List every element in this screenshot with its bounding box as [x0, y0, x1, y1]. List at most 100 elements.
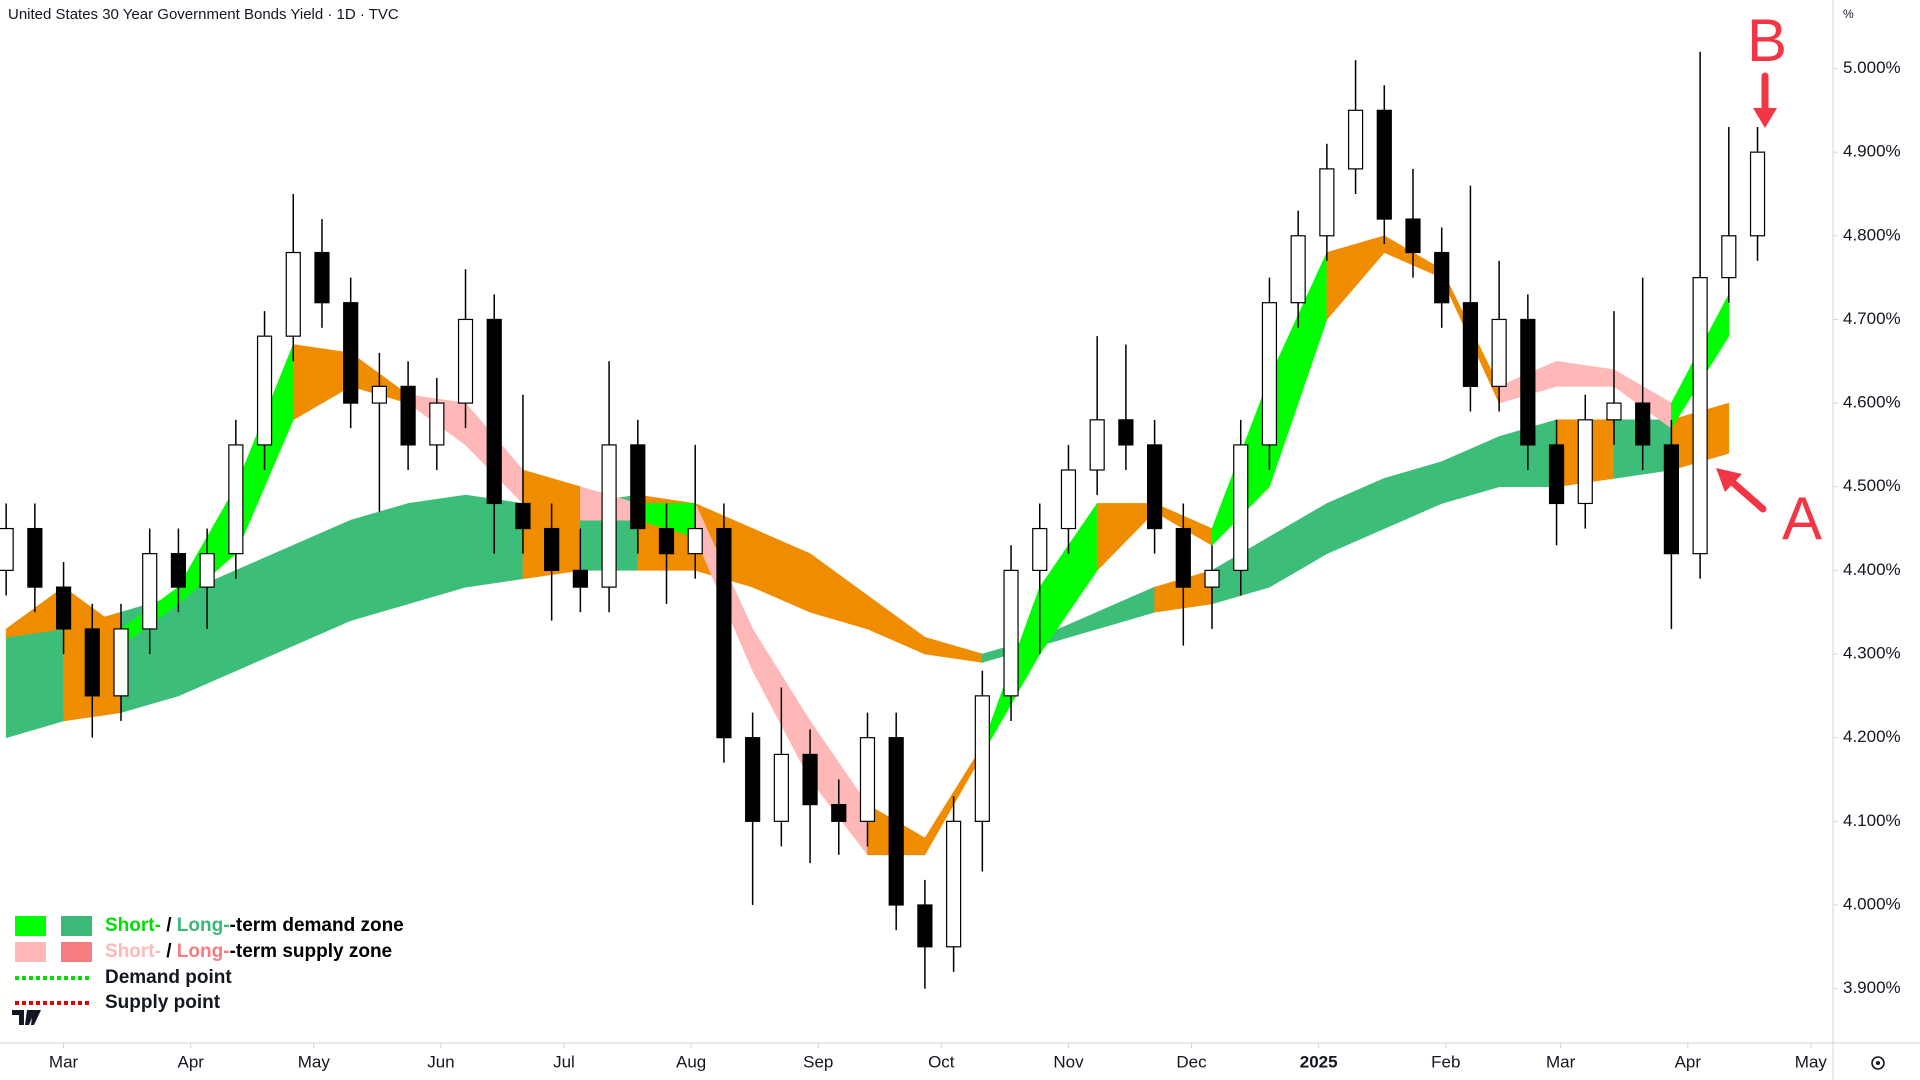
annotation-arrowhead [1716, 468, 1742, 492]
candle-body [400, 385, 416, 446]
tradingview-logo [12, 1010, 41, 1025]
candle-body [142, 553, 158, 630]
candle-body [285, 251, 301, 337]
candle-body [256, 335, 273, 446]
candle-body [1146, 444, 1163, 530]
candle-body [831, 804, 847, 822]
candles [0, 51, 1766, 989]
x-tick-label: Aug [676, 1052, 706, 1071]
candle-body [1118, 419, 1134, 446]
candle-body [486, 318, 502, 505]
x-tick-label: Mar [1546, 1052, 1576, 1071]
legend-text: Demand point [105, 967, 232, 988]
candle-body [457, 318, 474, 404]
y-tick-label: 4.500% [1843, 476, 1901, 495]
candle-body [601, 444, 617, 588]
annotations: AB [1716, 7, 1822, 552]
candle-body [1577, 419, 1593, 505]
candle-body [371, 385, 387, 404]
x-tick-label: May [298, 1052, 331, 1071]
y-tick-label: 4.300% [1843, 644, 1901, 663]
y-tick-label: 4.800% [1843, 225, 1901, 244]
candle-body [113, 628, 129, 697]
candle-body [199, 553, 215, 588]
x-tick-label: Dec [1176, 1052, 1207, 1071]
candle-body [55, 586, 72, 630]
x-tick-label: Apr [177, 1052, 204, 1071]
x-tick-label: Oct [928, 1052, 955, 1071]
candle-body [888, 737, 904, 906]
zones [5, 235, 1730, 856]
x-tick-label: May [1795, 1052, 1828, 1071]
zone-segment [407, 494, 466, 605]
legend-text-part: Short- [105, 915, 161, 936]
x-tick-label: Feb [1431, 1052, 1460, 1071]
y-tick-label: 4.100% [1843, 811, 1901, 830]
candle-body [1721, 235, 1737, 279]
y-tick-label: 4.000% [1843, 894, 1901, 913]
candle-body [429, 402, 445, 446]
candle-body [1692, 277, 1708, 555]
legend-swatch [61, 942, 92, 962]
legend-text: Short- / Long--term supply zone [105, 941, 392, 962]
x-tick-label: 2025 [1300, 1052, 1338, 1071]
legend-text: Supply point [105, 992, 221, 1013]
candle-body [314, 251, 330, 304]
legend-swatch [61, 916, 92, 936]
y-tick-label: 4.700% [1843, 309, 1901, 328]
candle-body [572, 569, 588, 588]
candle-body [1003, 569, 1019, 697]
x-tick-label: Apr [1675, 1052, 1702, 1071]
y-tick-label: 4.600% [1843, 393, 1901, 412]
candle-body [515, 502, 531, 530]
candle-body [1089, 419, 1105, 471]
candle-body [1060, 469, 1077, 530]
candle-body [1635, 402, 1651, 446]
legend-swatch [15, 916, 46, 936]
candle-body [1376, 109, 1392, 220]
candle-body [658, 527, 675, 555]
annotation-label: A [1782, 485, 1822, 552]
candle-body [1233, 444, 1249, 571]
candle-body [1491, 318, 1507, 387]
settings-button[interactable] [1871, 1056, 1885, 1070]
annotation-arrow [1726, 476, 1767, 513]
candle-body [1347, 109, 1364, 170]
candle-body [802, 753, 818, 806]
candle-body [859, 737, 876, 822]
legend-text-part: -term demand zone [230, 915, 404, 936]
legend-text-part: Short- [105, 941, 161, 962]
candle-body [170, 553, 187, 588]
candle-body [1663, 444, 1679, 555]
y-tick-label: 5.000% [1843, 58, 1901, 77]
y-tick-label: 4.400% [1843, 560, 1901, 579]
candle-body [946, 820, 962, 948]
x-tick-label: Jun [427, 1052, 454, 1071]
legend-text-part: / [161, 915, 177, 936]
y-tick-label: 4.900% [1843, 142, 1901, 161]
legend-text-part: Long- [177, 915, 230, 936]
zone-segment [350, 503, 409, 621]
candle-body [1032, 527, 1048, 571]
candle-body [1261, 302, 1278, 446]
candle-body [1405, 218, 1421, 254]
annotation-arrowhead [1753, 108, 1777, 128]
candle-body [773, 753, 789, 822]
legend-text-part: Long- [177, 941, 230, 962]
candle-body [343, 302, 359, 404]
time-axis: Mar Apr May Jun Jul Aug Sep Oct Nov Dec 2025 Feb Mar… [49, 1043, 1827, 1071]
candle-body [84, 628, 100, 697]
x-tick-label: Jul [553, 1052, 575, 1071]
candle-body [1204, 569, 1220, 588]
x-tick-label: Sep [803, 1052, 833, 1071]
candle-body [0, 527, 14, 571]
legend-swatch [15, 942, 46, 962]
legend-text: Short- / Long--term demand zone [105, 915, 404, 936]
candle-body [745, 737, 761, 822]
candle-body [27, 527, 43, 588]
candle-body [1749, 151, 1766, 237]
annotation-label: B [1747, 7, 1787, 74]
